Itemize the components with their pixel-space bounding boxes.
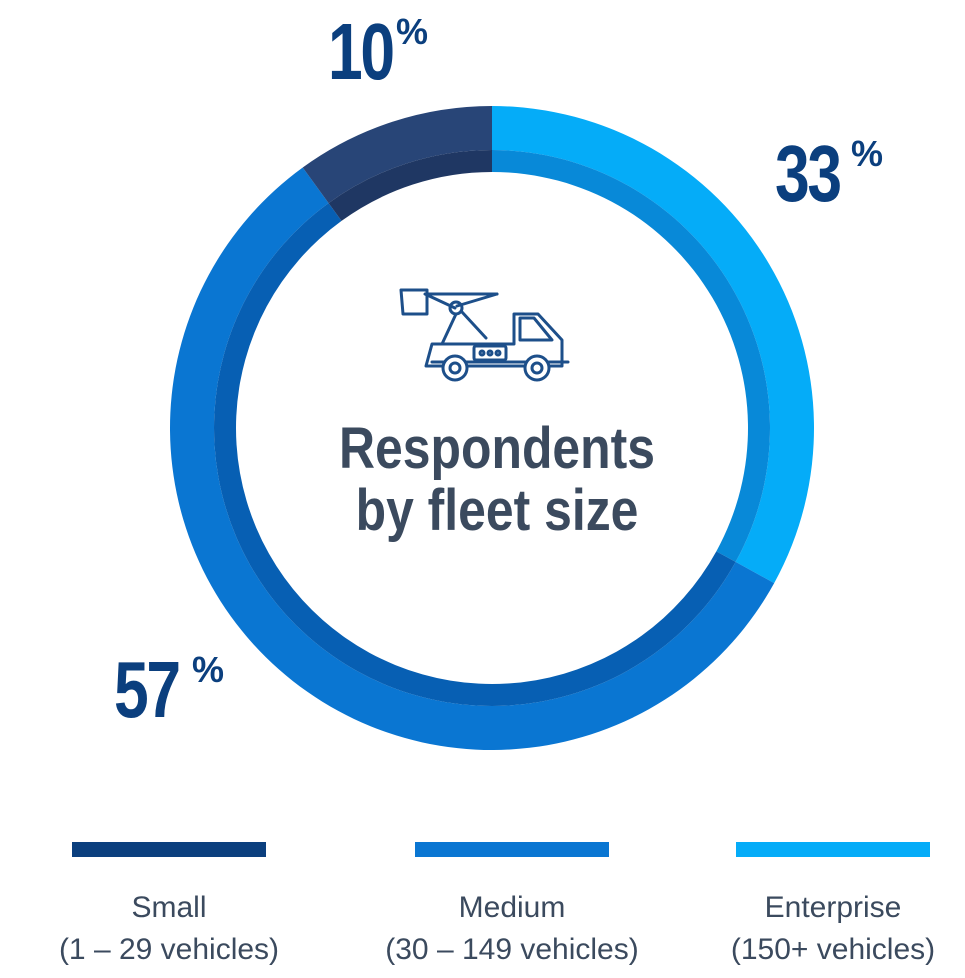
donut-slice-small [302,106,492,204]
bucket-truck-icon [399,288,570,382]
medium-percent-label: 57% [114,645,224,734]
enterprise-percent-value: 33 [775,129,842,218]
small-percent-value: 10 [328,7,395,96]
donut-slice-enterprise-inner-band [492,150,771,562]
small-percent-symbol: % [396,11,429,52]
legend-small-range: (1 – 29 vehicles) [58,933,280,966]
legend-item-medium: Medium (30 – 149 vehicles) [352,842,672,971]
legend-swatch-enterprise [736,842,930,857]
legend-enterprise-range: (150+ vehicles) [730,933,936,966]
enterprise-percent-symbol: % [851,133,884,174]
small-percent-label: 10% [328,7,428,96]
legend-swatch-medium [415,842,609,857]
donut-slice-small-inner-band [328,150,492,221]
medium-percent-symbol: % [192,649,225,690]
chart-title: Respondents by fleet size [339,416,655,543]
legend-swatch-small [72,842,266,857]
medium-percent-value: 57 [114,645,181,734]
legend-small-name: Small [131,891,207,924]
legend-item-enterprise: Enterprise (150+ vehicles) [673,842,965,971]
legend-medium-range: (30 – 149 vehicles) [385,933,639,966]
donut-slices [170,106,815,750]
legend-medium-name: Medium [458,891,566,924]
legend-item-small: Small (1 – 29 vehicles) [9,842,329,971]
donut-slice-enterprise [492,106,815,584]
legend-enterprise-name: Enterprise [764,891,902,924]
enterprise-percent-label: 33% [775,129,883,218]
